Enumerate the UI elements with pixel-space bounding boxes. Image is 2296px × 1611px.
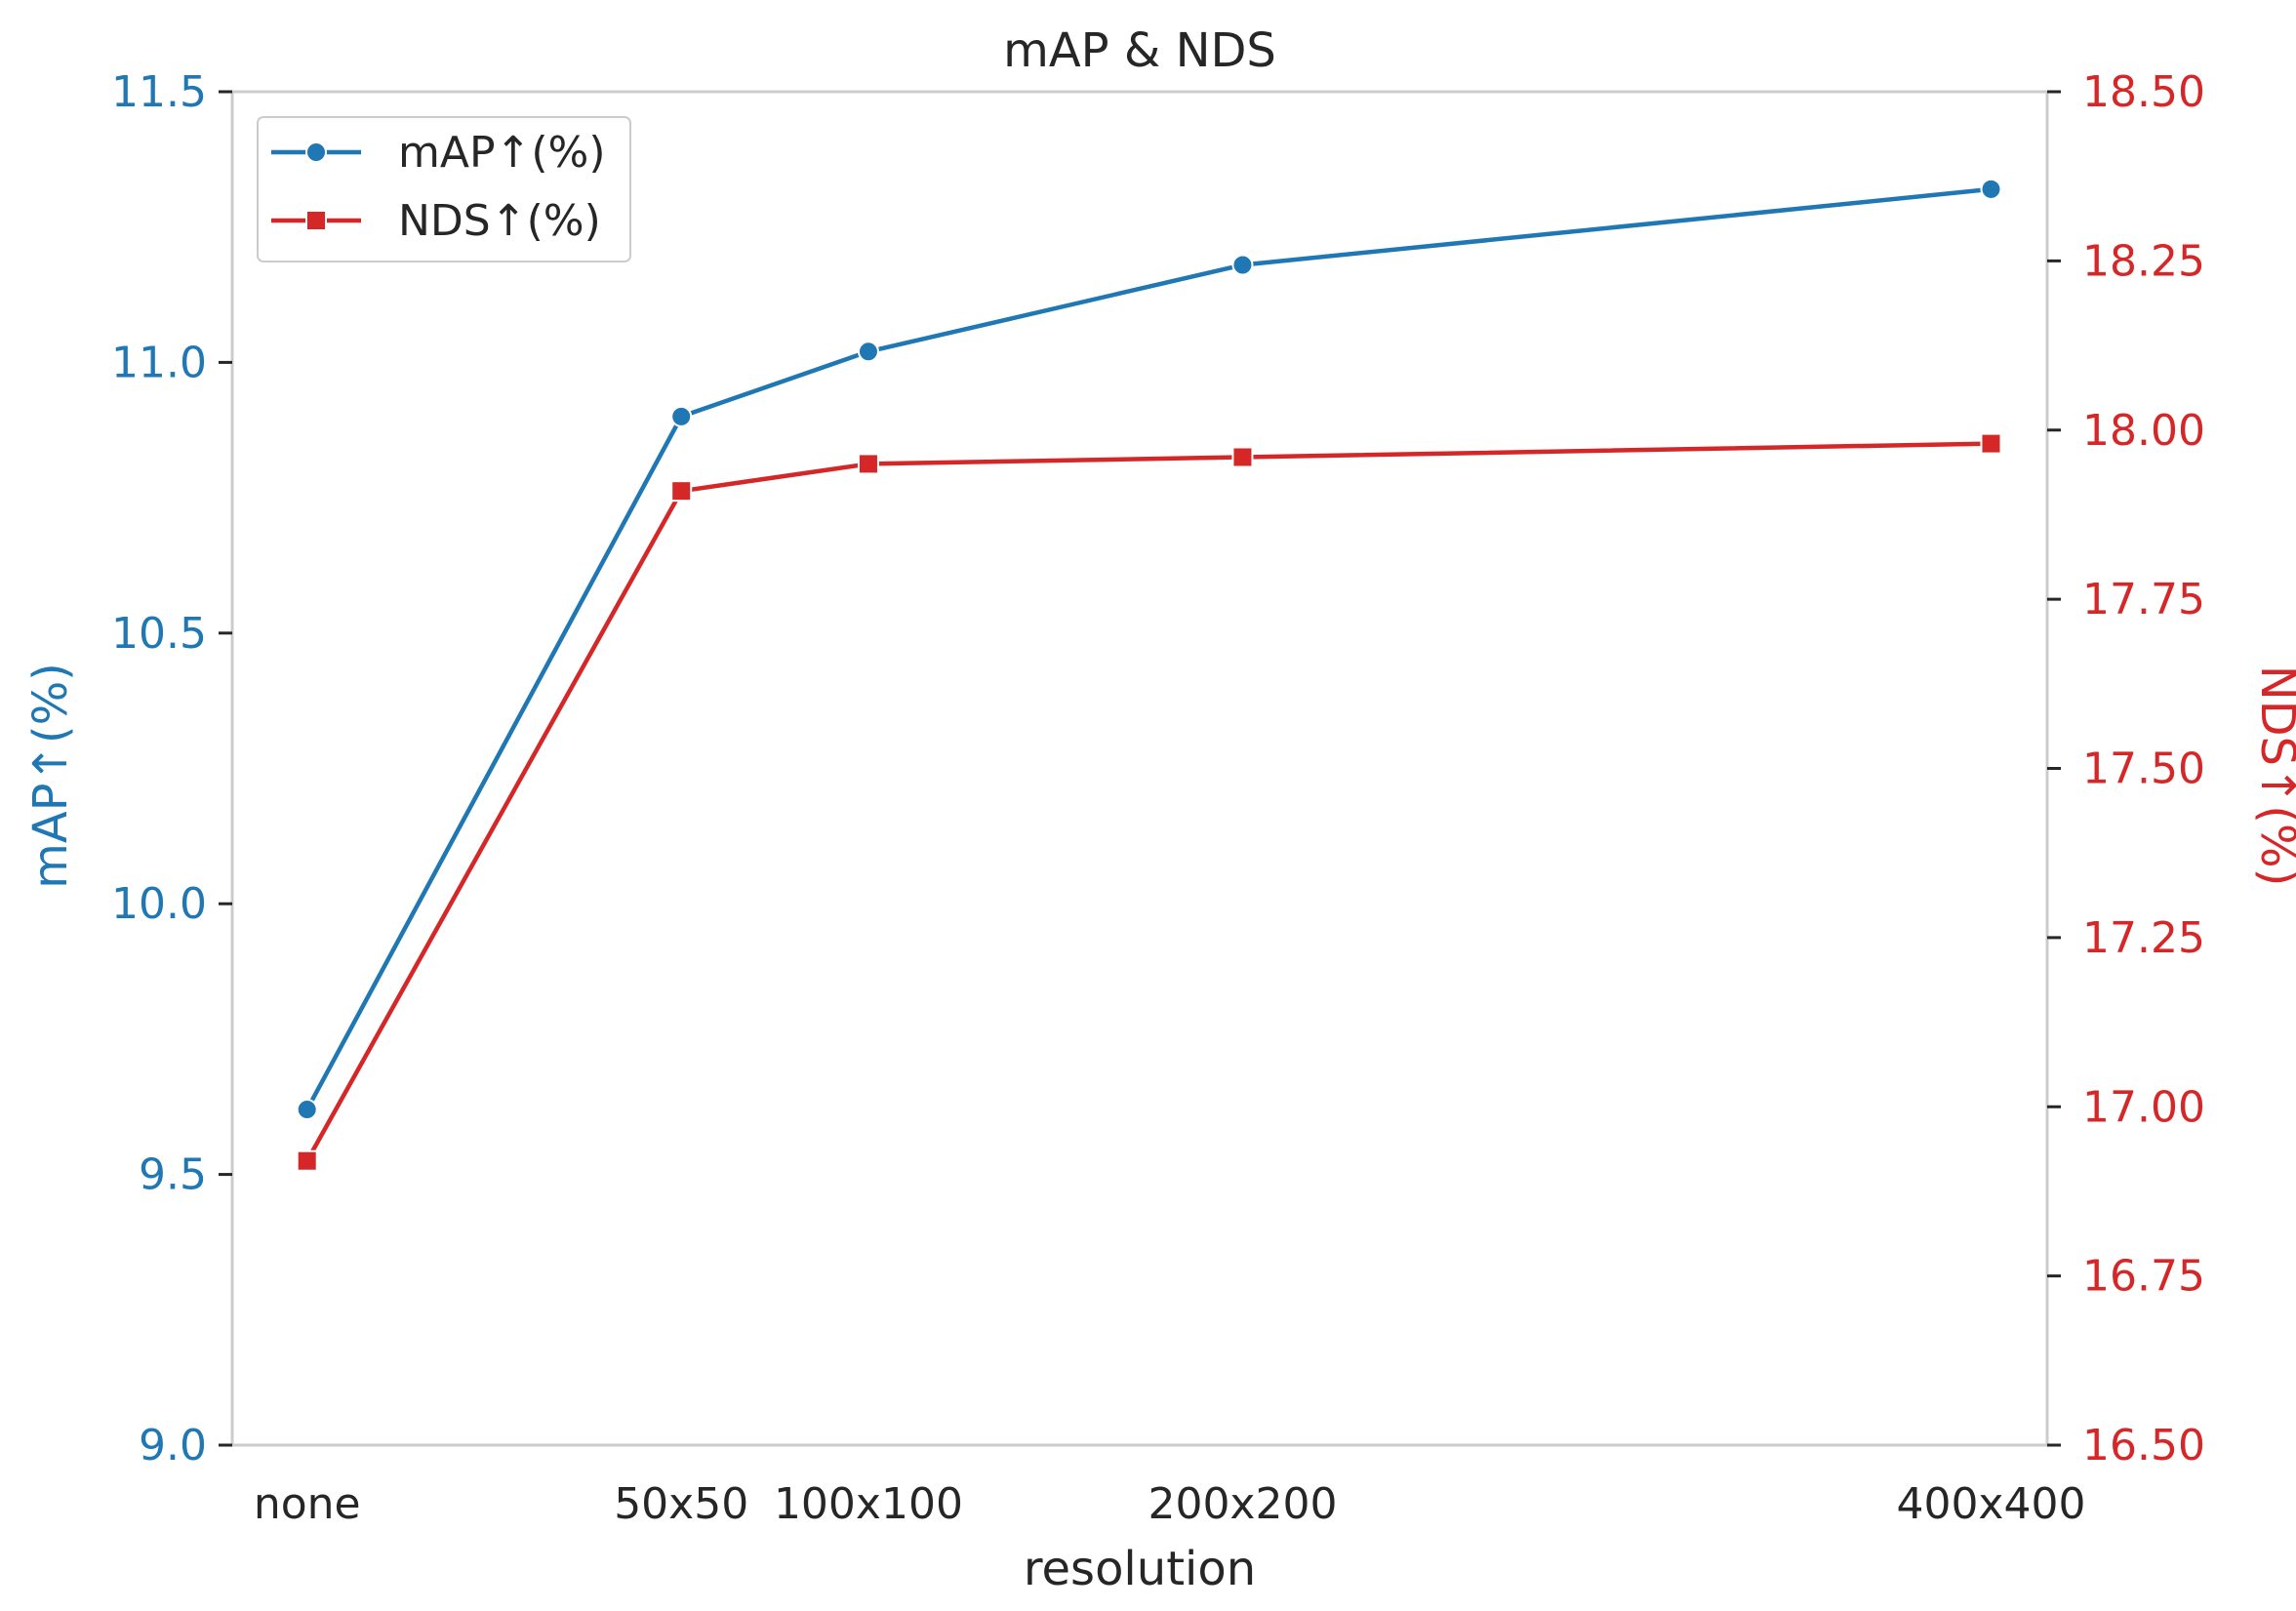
x-tick-label: 400x400 <box>1896 1479 2085 1529</box>
series-line <box>304 186 1992 1111</box>
x-axis: none 50x50 100x100 200x200 400x400 <box>254 1479 2086 1529</box>
right-y-axis: 16.50 16.75 17.00 17.25 17.50 17.75 18.00 18.25… <box>2047 67 2205 1470</box>
right-y-tick-label: 18.50 <box>2082 67 2205 117</box>
data-point-marker <box>296 1099 318 1121</box>
left-y-tick-label: 10.5 <box>111 609 207 659</box>
right-y-tick-label: 17.25 <box>2082 913 2205 963</box>
legend: mAP↑(%) NDS↑(%) <box>257 116 631 262</box>
x-tick-label: 100x100 <box>774 1479 963 1529</box>
data-point-marker <box>670 405 693 427</box>
right-y-tick-label: 18.00 <box>2082 406 2205 456</box>
data-point-marker <box>1231 254 1254 276</box>
left-y-tick-label: 11.0 <box>111 338 207 387</box>
data-point-marker <box>857 341 879 363</box>
left-y-axis-label: mAP↑(%) <box>23 663 78 889</box>
legend-label: mAP↑(%) <box>398 128 606 178</box>
right-y-tick-label: 17.75 <box>2082 575 2205 624</box>
series-line <box>304 441 1992 1162</box>
x-axis-label: resolution <box>1024 1542 1256 1596</box>
data-point-marker <box>1980 178 2002 200</box>
right-y-tick-label: 17.00 <box>2082 1082 2205 1132</box>
left-y-tick-label: 9.0 <box>139 1421 207 1470</box>
data-point-marker <box>1231 446 1254 468</box>
data-point-marker <box>857 453 879 475</box>
left-y-axis: 9.0 9.5 10.0 10.5 11.0 11.5 <box>111 67 232 1470</box>
left-y-tick-label: 11.5 <box>111 67 207 117</box>
plot-border <box>230 90 2049 1447</box>
plot-frame <box>230 90 2049 1447</box>
series-layer <box>296 178 2002 1172</box>
legend-marker <box>305 210 327 231</box>
data-point-marker <box>296 1149 318 1172</box>
right-y-tick-label: 17.50 <box>2082 745 2205 794</box>
x-tick-label: 200x200 <box>1148 1479 1337 1529</box>
left-y-tick-label: 9.5 <box>139 1150 207 1200</box>
x-tick-label: 50x50 <box>614 1479 748 1529</box>
right-y-tick-label: 16.75 <box>2082 1252 2205 1302</box>
legend-marker <box>305 141 327 163</box>
chart-title: mAP & NDS <box>1003 23 1276 78</box>
x-tick-label: none <box>254 1479 361 1529</box>
left-y-tick-label: 10.0 <box>111 879 207 929</box>
legend-label: NDS↑(%) <box>398 196 601 246</box>
right-y-tick-label: 18.25 <box>2082 236 2205 286</box>
data-point-marker <box>1980 432 2002 455</box>
right-y-axis-label: NDS↑(%) <box>2250 665 2296 887</box>
right-y-tick-label: 16.50 <box>2082 1421 2205 1470</box>
data-point-marker <box>670 480 693 503</box>
